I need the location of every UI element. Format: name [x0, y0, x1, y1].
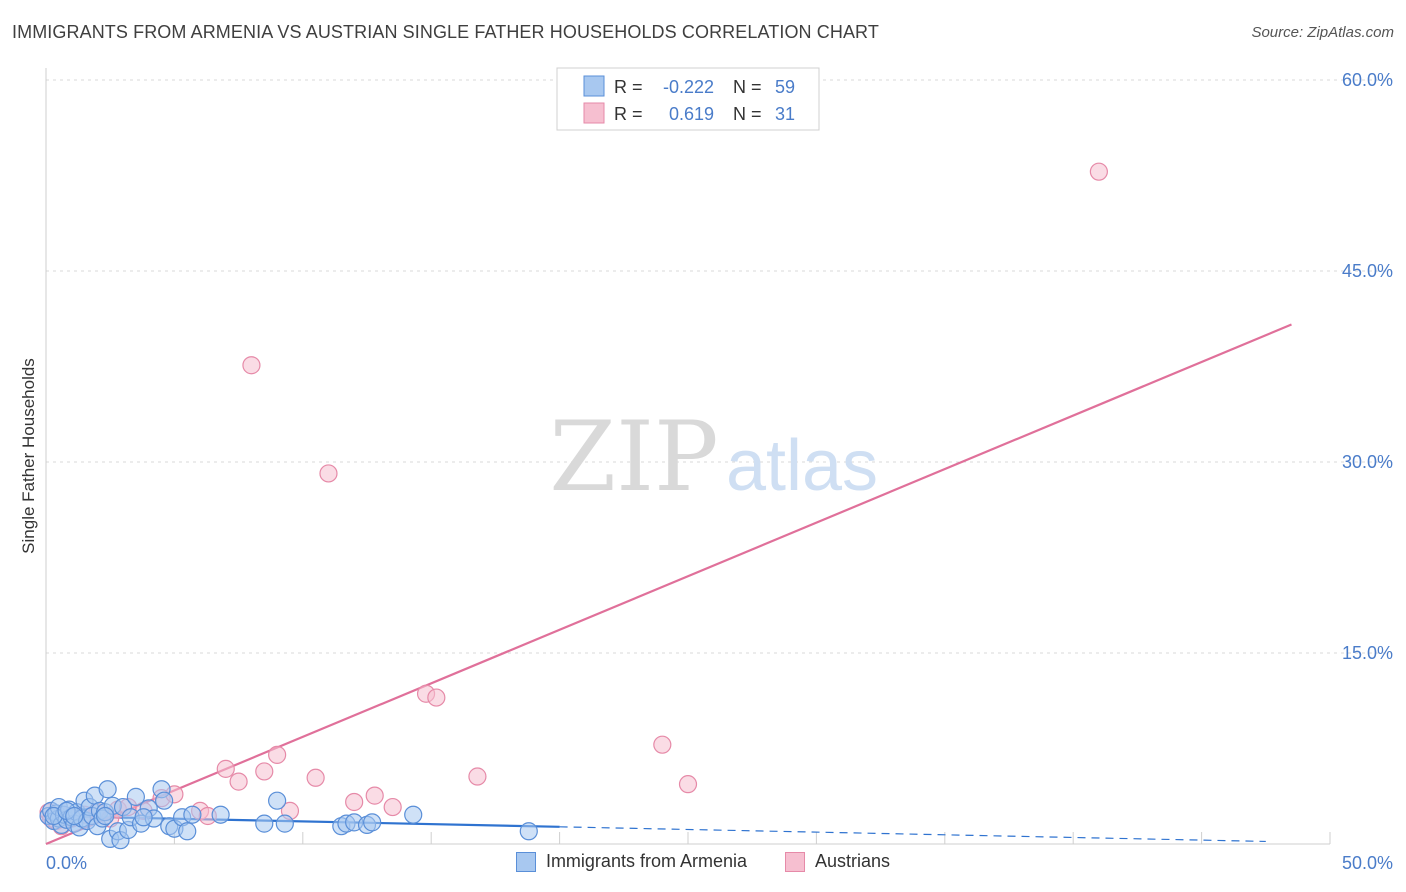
point-austrians [255, 762, 274, 781]
bottom-legend-swatch-austrians [785, 851, 805, 872]
point-armenia [404, 805, 423, 824]
point-austrians [319, 464, 338, 483]
point-austrians [306, 768, 325, 787]
point-austrians [468, 767, 487, 786]
y-tick-label: 30.0% [1342, 452, 1393, 472]
point-armenia [178, 822, 197, 841]
point-armenia [211, 805, 230, 824]
point-austrians [268, 745, 287, 764]
grid-layer: 15.0% 30.0% 45.0% 60.0% [46, 70, 1393, 663]
bottom-legend-swatch-armenia [515, 851, 536, 872]
legend-n-label-austrians: N = [733, 104, 762, 124]
legend-r-value-austrians: 0.619 [669, 104, 714, 124]
point-austrians [678, 775, 698, 794]
point-armenia [183, 805, 202, 824]
legend-swatch-armenia [583, 75, 605, 97]
chart-title: IMMIGRANTS FROM ARMENIA VS AUSTRIAN SING… [12, 22, 879, 42]
bottom-legend: Immigrants from Armenia Austrians [0, 851, 1406, 872]
point-austrians [653, 735, 672, 754]
point-armenia [255, 814, 274, 833]
point-armenia [275, 814, 294, 833]
point-armenia [519, 822, 538, 841]
y-tick-label: 60.0% [1342, 70, 1393, 90]
trend-line-austrians [45, 323, 1292, 846]
point-austrians [383, 797, 402, 817]
point-austrians [365, 786, 384, 805]
legend-swatch-austrians [583, 102, 605, 124]
x-tick-label-max: 50.0% [1342, 853, 1393, 873]
point-armenia [98, 780, 117, 799]
legend-r-label-austrians: R = [614, 104, 643, 124]
legend-r-label-armenia: R = [614, 77, 643, 97]
point-armenia [65, 806, 84, 826]
legend-n-value-austrians: 31 [775, 104, 795, 124]
source-label: Source: ZipAtlas.com [1251, 24, 1394, 41]
bottom-legend-label-armenia: Immigrants from Armenia [545, 851, 747, 871]
point-austrians [345, 792, 364, 812]
bottom-legend-item-austrians: Austrians [785, 851, 890, 872]
point-austrians [216, 759, 235, 778]
point-armenia [155, 791, 174, 810]
bottom-legend-label-austrians: Austrians [815, 851, 891, 871]
point-austrians [1089, 162, 1108, 181]
point-austrians [242, 356, 261, 375]
x-tick-label-min: 0.0% [46, 853, 87, 873]
y-tick-label: 45.0% [1342, 261, 1393, 281]
watermark: ZIP atlas [549, 401, 878, 513]
point-armenia [126, 787, 145, 806]
trend-line-armenia-extension [559, 826, 1266, 843]
point-armenia [268, 791, 287, 810]
legend-n-value-armenia: 59 [775, 77, 795, 97]
legend-box: R = -0.222 N = 59 R = 0.619 N = 31 [556, 67, 820, 131]
points-layer [39, 162, 1108, 850]
axes-layer [45, 68, 1331, 845]
point-austrians [427, 688, 446, 707]
legend-r-value-armenia: -0.222 [663, 77, 714, 97]
point-armenia [95, 806, 115, 826]
y-axis-label: Single Father Households [19, 358, 38, 554]
bottom-legend-item-armenia: Immigrants from Armenia [515, 851, 747, 872]
y-tick-label: 15.0% [1342, 643, 1393, 663]
legend-n-label-armenia: N = [733, 77, 762, 97]
point-austrians [229, 772, 248, 791]
point-armenia [134, 808, 153, 827]
watermark-zip: ZIP [549, 401, 718, 513]
point-armenia [363, 813, 382, 832]
watermark-atlas: atlas [726, 426, 878, 506]
